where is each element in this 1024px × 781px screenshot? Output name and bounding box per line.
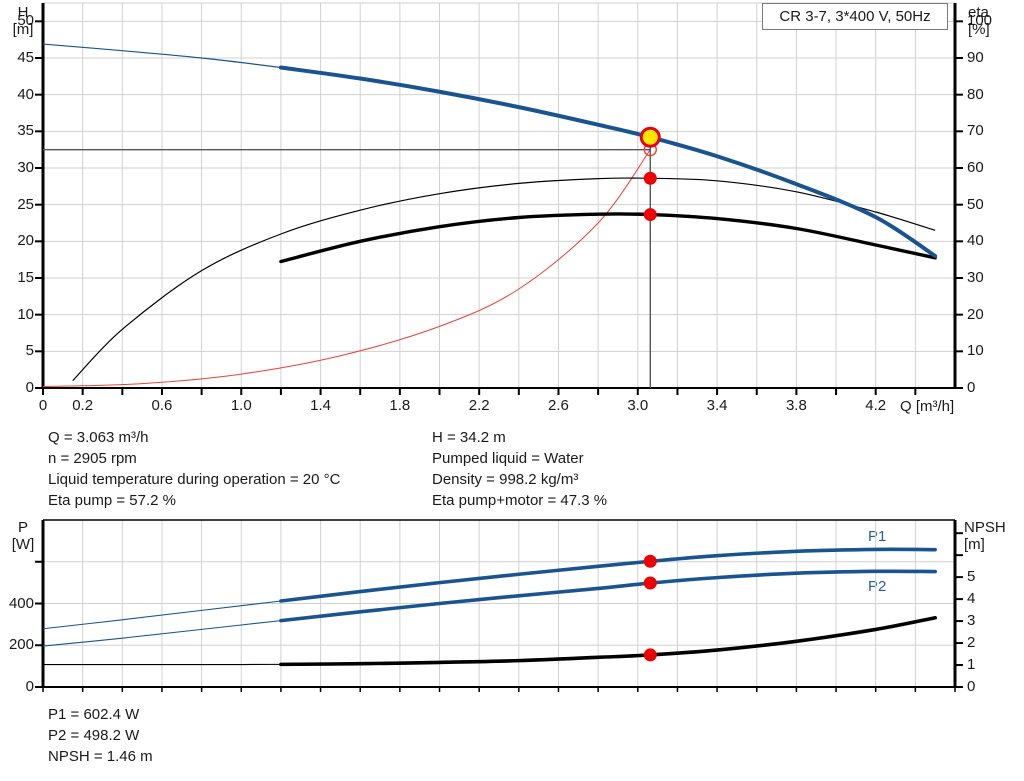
bottom-chart-y-right-tick: 2: [967, 634, 976, 652]
info-head: H = 34.2 m: [432, 429, 506, 446]
head-duty-marker: [639, 126, 661, 148]
head-efficiency-plot: [35, 2, 963, 395]
top-chart-x-tick: 2.2: [468, 397, 490, 414]
top-chart-y-left-tick: 25: [17, 195, 34, 213]
p1-curve-tag: P1: [868, 528, 887, 545]
top-chart-x-tick: 1.0: [230, 397, 252, 414]
info-temperature: Liquid temperature during operation = 20…: [48, 471, 341, 488]
bottom-chart-y-left-tick: 400: [8, 594, 34, 612]
top-chart-y-left-tick: 5: [25, 342, 34, 360]
p1-duty-dot: [643, 554, 657, 568]
top-chart-y-right-tick: 30: [967, 269, 984, 286]
info-flow: Q = 3.063 m³/h: [48, 429, 149, 446]
info-density: Density = 998.2 kg/m³: [432, 471, 579, 488]
power-npsh-plot: [35, 519, 963, 692]
top-chart-y-right-tick: 70: [967, 122, 984, 140]
top-chart-x-axis-label: Q [m³/h]: [900, 398, 955, 415]
info-liquid: Pumped liquid = Water: [432, 450, 584, 467]
eta-pump-duty-dot: [643, 171, 657, 185]
top-chart-y-right-tick: 60: [967, 159, 984, 176]
top-chart-y-left-tick: 15: [17, 269, 34, 286]
top-chart-y-left-tick: 45: [17, 49, 34, 66]
top-chart-x-tick: 2.6: [548, 397, 569, 414]
bottom-chart-y-right-tick: 5: [967, 568, 976, 586]
bottom-chart-y-right-axis-label: NPSH [m]: [964, 519, 1006, 553]
info-npsh: NPSH = 1.46 m: [48, 748, 153, 765]
bottom-chart-y-right-tick: 1: [967, 656, 976, 674]
top-chart-x-tick: 1.8: [389, 397, 411, 414]
top-chart-x-tick: 4.2: [865, 397, 887, 414]
top-chart-y-right-tick: 10: [967, 342, 984, 360]
top-chart-x-tick: 0.2: [72, 397, 94, 414]
info-p1: P1 = 602.4 W: [48, 706, 140, 723]
top-chart-y-right-tick: 90: [967, 49, 984, 66]
top-chart-y-right-tick: 80: [967, 85, 984, 103]
info-eta-pump: Eta pump = 57.2 %: [48, 492, 176, 509]
top-chart-x-tick: 0.6: [151, 397, 173, 414]
bottom-chart-y-right-tick: 3: [967, 612, 976, 630]
top-chart-y-left-tick: 30: [17, 159, 34, 176]
top-chart-y-right-tick: 20: [967, 305, 984, 323]
top-chart-x-tick: 3.4: [706, 397, 728, 414]
pump-model-title: CR 3-7, 3*400 V, 50Hz: [762, 3, 948, 30]
p2-duty-dot: [643, 576, 657, 590]
info-speed: n = 2905 rpm: [48, 450, 137, 467]
top-chart-y-right-tick: 50: [967, 195, 984, 213]
top-chart-x-tick: 0: [38, 397, 48, 414]
info-eta-pump-motor: Eta pump+motor = 47.3 %: [432, 492, 608, 509]
bottom-chart-y-right-tick: 0: [967, 678, 976, 695]
top-chart-y-left-axis-label: H [m]: [12, 4, 34, 38]
top-chart-y-left-tick: 10: [17, 305, 34, 323]
p2-curve-tag: P2: [868, 578, 887, 595]
top-chart-x-tick: 1.4: [310, 397, 331, 414]
bottom-chart-y-left-axis-label: P [W]: [11, 519, 35, 553]
top-chart-x-tick: 3.0: [627, 397, 649, 414]
npsh-duty-dot: [643, 648, 657, 662]
top-chart-x-tick: 3.8: [785, 397, 807, 414]
top-chart-y-right-tick: 40: [967, 232, 984, 250]
bottom-chart-y-right-tick: 4: [967, 590, 976, 608]
info-p2: P2 = 498.2 W: [48, 727, 140, 744]
top-chart-y-left-tick: 40: [17, 85, 34, 103]
bottom-chart-y-left-tick: 0: [25, 678, 34, 695]
bottom-chart-y-left-tick: 200: [8, 636, 34, 654]
top-chart-y-right-tick: 100: [967, 12, 993, 30]
top-chart-y-right-tick: 0: [967, 379, 976, 396]
top-chart-y-left-tick: 0: [25, 379, 34, 396]
top-chart-y-right-axis-label: eta [%]: [968, 4, 990, 38]
top-chart-y-left-tick: 35: [17, 122, 34, 140]
top-chart-y-left-tick: 20: [17, 232, 34, 250]
top-chart-y-left-tick: 50: [17, 12, 34, 30]
eta-pump-motor-duty-dot: [643, 208, 657, 222]
